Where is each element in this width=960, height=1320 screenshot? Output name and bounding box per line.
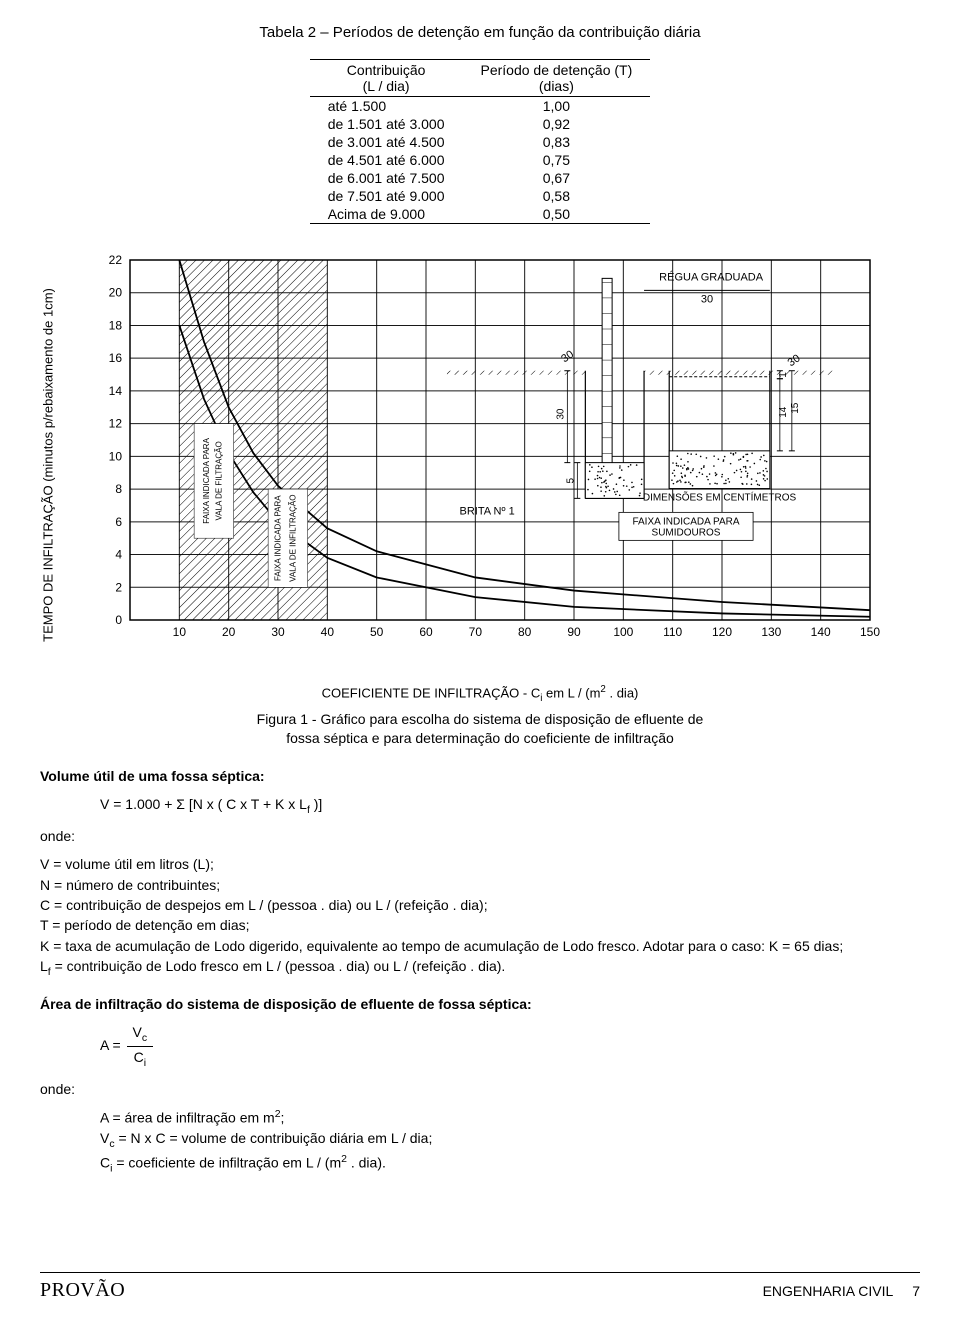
svg-text:BRITA Nº 1: BRITA Nº 1 xyxy=(460,505,515,517)
svg-text:16: 16 xyxy=(109,351,123,365)
definition-line: N = número de contribuintes; xyxy=(40,875,920,895)
svg-text:30: 30 xyxy=(701,293,713,305)
svg-text:15: 15 xyxy=(790,402,801,414)
svg-text:14: 14 xyxy=(778,406,789,418)
infiltration-chart: TEMPO DE INFILTRAÇÃO (minutos p/rebaixam… xyxy=(70,250,890,680)
table-row: até 1.5001,00 xyxy=(310,97,651,116)
svg-text:40: 40 xyxy=(321,625,335,639)
svg-text:4: 4 xyxy=(115,548,122,562)
svg-text:RÉGUA GRADUADA: RÉGUA GRADUADA xyxy=(659,270,764,283)
svg-text:60: 60 xyxy=(419,625,433,639)
svg-text:70: 70 xyxy=(469,625,483,639)
table-row: de 7.501 até 9.0000,58 xyxy=(310,187,651,205)
svg-text:FAIXA INDICADA PARA: FAIXA INDICADA PARA xyxy=(632,516,739,527)
svg-text:150: 150 xyxy=(860,625,880,639)
svg-text:22: 22 xyxy=(109,253,123,267)
svg-text:5: 5 xyxy=(565,477,576,483)
definition-line: A = área de infiltração em m2; xyxy=(100,1107,920,1128)
definition-line: C = contribuição de despejos em L / (pes… xyxy=(40,895,920,915)
svg-text:110: 110 xyxy=(663,625,682,639)
svg-text:30: 30 xyxy=(786,352,803,369)
table-title: Tabela 2 – Períodos de detenção em funçã… xyxy=(40,24,920,41)
svg-text:1: 1 xyxy=(778,372,789,378)
svg-text:30: 30 xyxy=(271,625,285,639)
definition-line: Vc = N x C = volume de contribuição diár… xyxy=(100,1128,920,1152)
svg-text:130: 130 xyxy=(761,625,781,639)
definition-line: K = taxa de acumulação de Lodo digerido,… xyxy=(40,936,920,956)
col-period: Período de detenção (T)(dias) xyxy=(463,60,651,97)
table-row: de 4.501 até 6.0000,75 xyxy=(310,151,651,169)
svg-text:6: 6 xyxy=(115,515,122,529)
y-axis-label: TEMPO DE INFILTRAÇÃO (minutos p/rebaixam… xyxy=(41,288,56,642)
svg-text:100: 100 xyxy=(613,625,633,639)
svg-text:50: 50 xyxy=(370,625,384,639)
footer-page: 7 xyxy=(912,1283,920,1299)
onde-label: onde: xyxy=(40,826,920,846)
col-contrib: Contribuição(L / dia) xyxy=(310,60,463,97)
svg-text:20: 20 xyxy=(222,625,236,639)
svg-text:8: 8 xyxy=(115,482,122,496)
svg-text:80: 80 xyxy=(518,625,532,639)
table-row: de 3.001 até 4.5000,83 xyxy=(310,133,651,151)
table-row: de 6.001 até 7.5000,67 xyxy=(310,169,651,187)
footer-course: ENGENHARIA CIVIL xyxy=(763,1283,893,1299)
svg-text:10: 10 xyxy=(173,625,187,639)
svg-text:2: 2 xyxy=(115,580,122,594)
svg-text:VALA DE FILTRAÇÃO: VALA DE FILTRAÇÃO xyxy=(214,441,223,520)
table-row: de 1.501 até 3.0000,92 xyxy=(310,115,651,133)
svg-text:DIMENSÕES EM CENTÍMETROS: DIMENSÕES EM CENTÍMETROS xyxy=(643,490,797,503)
svg-text:20: 20 xyxy=(109,286,123,300)
svg-text:18: 18 xyxy=(109,318,123,332)
volume-formula: V = 1.000 + Σ [N x ( C x T + K x Lf )] xyxy=(100,794,920,818)
area-heading: Área de infiltração do sistema de dispos… xyxy=(40,994,920,1014)
volume-heading: Volume útil de uma fossa séptica: xyxy=(40,766,920,786)
area-formula: A = Vc Ci xyxy=(100,1022,920,1071)
svg-text:10: 10 xyxy=(109,449,123,463)
svg-text:FAIXA INDICADA PARA: FAIXA INDICADA PARA xyxy=(273,495,282,581)
definition-line: T = período de detenção em dias; xyxy=(40,915,920,935)
svg-text:SUMIDOUROS: SUMIDOUROS xyxy=(652,527,721,538)
svg-text:14: 14 xyxy=(109,384,123,398)
svg-text:FAIXA INDICADA PARA: FAIXA INDICADA PARA xyxy=(202,437,211,523)
svg-text:12: 12 xyxy=(109,417,123,431)
svg-text:0: 0 xyxy=(115,613,122,627)
table-row: Acima de 9.0000,50 xyxy=(310,205,651,224)
svg-text:140: 140 xyxy=(811,625,831,639)
footer-logo: PROVÃO xyxy=(40,1279,125,1302)
definition-line: Lf = contribuição de Lodo fresco em L / … xyxy=(40,956,920,980)
svg-text:90: 90 xyxy=(567,625,581,639)
definition-line: Ci = coeficiente de infiltração em L / (… xyxy=(100,1152,920,1177)
definition-line: V = volume útil em litros (L); xyxy=(40,854,920,874)
svg-text:30: 30 xyxy=(555,408,566,420)
detention-table: Contribuição(L / dia) Período de detençã… xyxy=(310,59,651,224)
figure-caption: Figura 1 - Gráfico para escolha do siste… xyxy=(40,710,920,748)
x-axis-label: COEFICIENTE DE INFILTRAÇÃO - Ci em L / (… xyxy=(40,684,920,704)
svg-text:120: 120 xyxy=(712,625,732,639)
svg-text:VALA DE INFILTRAÇÃO: VALA DE INFILTRAÇÃO xyxy=(288,495,297,582)
onde-label-2: onde: xyxy=(40,1079,920,1099)
